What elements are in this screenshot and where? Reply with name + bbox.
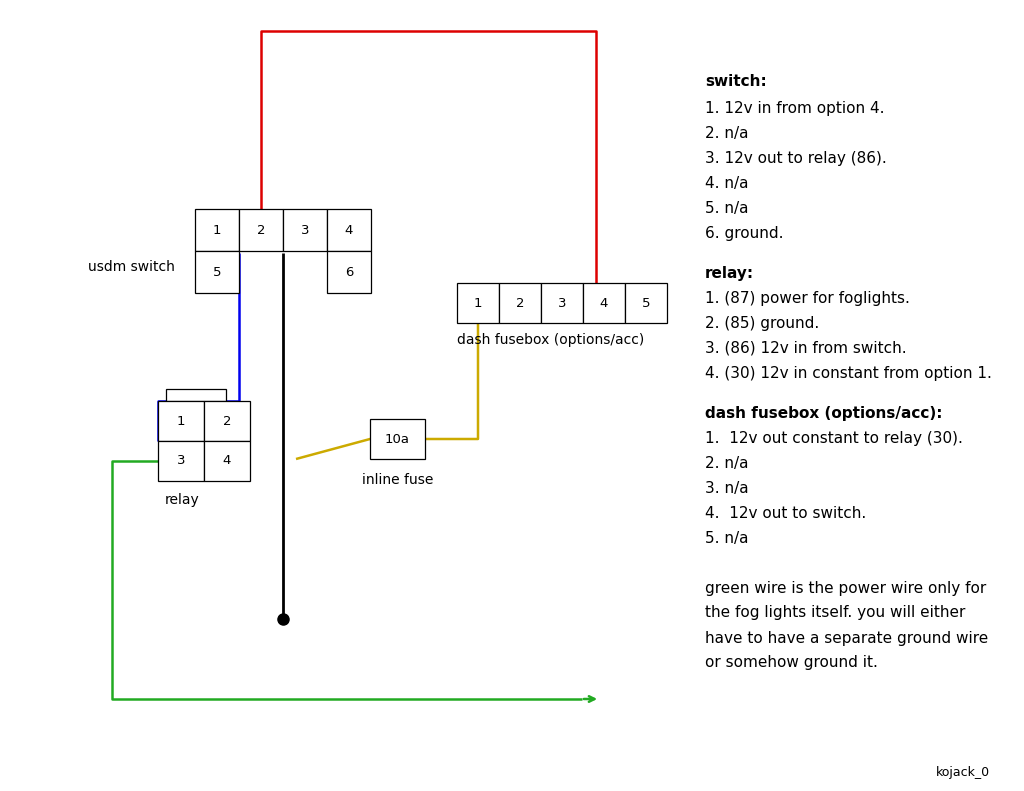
Text: 3: 3 bbox=[177, 455, 185, 467]
Bar bbox=[195, 209, 239, 251]
Text: switch:: switch: bbox=[705, 74, 767, 89]
Text: have to have a separate ground wire: have to have a separate ground wire bbox=[705, 630, 988, 645]
Bar bbox=[195, 251, 239, 293]
Text: dash fusebox (options/acc): dash fusebox (options/acc) bbox=[457, 333, 644, 347]
Text: 3. (86) 12v in from switch.: 3. (86) 12v in from switch. bbox=[705, 340, 906, 355]
Bar bbox=[625, 283, 667, 323]
Text: 2. n/a: 2. n/a bbox=[705, 456, 749, 471]
Bar bbox=[541, 283, 583, 323]
Text: 1. 12v in from option 4.: 1. 12v in from option 4. bbox=[705, 100, 885, 115]
Text: relay: relay bbox=[165, 493, 200, 507]
Text: 3: 3 bbox=[558, 297, 566, 309]
Text: 2. (85) ground.: 2. (85) ground. bbox=[705, 316, 819, 331]
Text: 6. ground.: 6. ground. bbox=[705, 225, 783, 240]
Text: 4: 4 bbox=[345, 224, 353, 237]
Text: green wire is the power wire only for: green wire is the power wire only for bbox=[705, 581, 986, 596]
Text: 1: 1 bbox=[474, 297, 482, 309]
Text: 5: 5 bbox=[213, 266, 221, 278]
Bar bbox=[327, 251, 371, 293]
Bar bbox=[499, 283, 541, 323]
Bar bbox=[457, 283, 499, 323]
Bar bbox=[204, 401, 250, 441]
Text: 2: 2 bbox=[516, 297, 524, 309]
Text: 4. (30) 12v in constant from option 1.: 4. (30) 12v in constant from option 1. bbox=[705, 365, 992, 380]
Text: the fog lights itself. you will either: the fog lights itself. you will either bbox=[705, 605, 966, 620]
Bar bbox=[158, 441, 204, 481]
Text: 4: 4 bbox=[600, 297, 608, 309]
Text: 2. n/a: 2. n/a bbox=[705, 126, 749, 141]
Text: 3. n/a: 3. n/a bbox=[705, 480, 749, 495]
Text: 2: 2 bbox=[223, 414, 231, 427]
Text: 3: 3 bbox=[301, 224, 309, 237]
Text: 1: 1 bbox=[177, 414, 185, 427]
Bar bbox=[239, 209, 283, 251]
Text: inline fuse: inline fuse bbox=[361, 473, 433, 487]
Text: or somehow ground it.: or somehow ground it. bbox=[705, 656, 878, 671]
Bar bbox=[158, 401, 204, 441]
Text: 5. n/a: 5. n/a bbox=[705, 200, 749, 215]
Text: kojack_0: kojack_0 bbox=[936, 766, 990, 779]
Text: 6: 6 bbox=[345, 266, 353, 278]
Text: 1.  12v out constant to relay (30).: 1. 12v out constant to relay (30). bbox=[705, 430, 963, 445]
Text: 2: 2 bbox=[257, 224, 265, 237]
Bar bbox=[204, 441, 250, 481]
Text: 4.  12v out to switch.: 4. 12v out to switch. bbox=[705, 505, 866, 520]
Bar bbox=[327, 209, 371, 251]
Bar bbox=[283, 209, 327, 251]
Text: 5: 5 bbox=[642, 297, 650, 309]
Text: 1. (87) power for foglights.: 1. (87) power for foglights. bbox=[705, 290, 910, 305]
Bar bbox=[370, 419, 425, 459]
Text: 10a: 10a bbox=[385, 433, 410, 445]
Text: 4: 4 bbox=[223, 455, 231, 467]
Text: usdm switch: usdm switch bbox=[88, 260, 175, 274]
Text: relay:: relay: bbox=[705, 266, 754, 281]
Text: 4. n/a: 4. n/a bbox=[705, 176, 749, 191]
Text: 1: 1 bbox=[213, 224, 221, 237]
Text: 5. n/a: 5. n/a bbox=[705, 531, 749, 546]
Text: 3. 12v out to relay (86).: 3. 12v out to relay (86). bbox=[705, 150, 887, 165]
Bar bbox=[166, 389, 226, 401]
Text: dash fusebox (options/acc):: dash fusebox (options/acc): bbox=[705, 406, 942, 421]
Bar bbox=[583, 283, 625, 323]
